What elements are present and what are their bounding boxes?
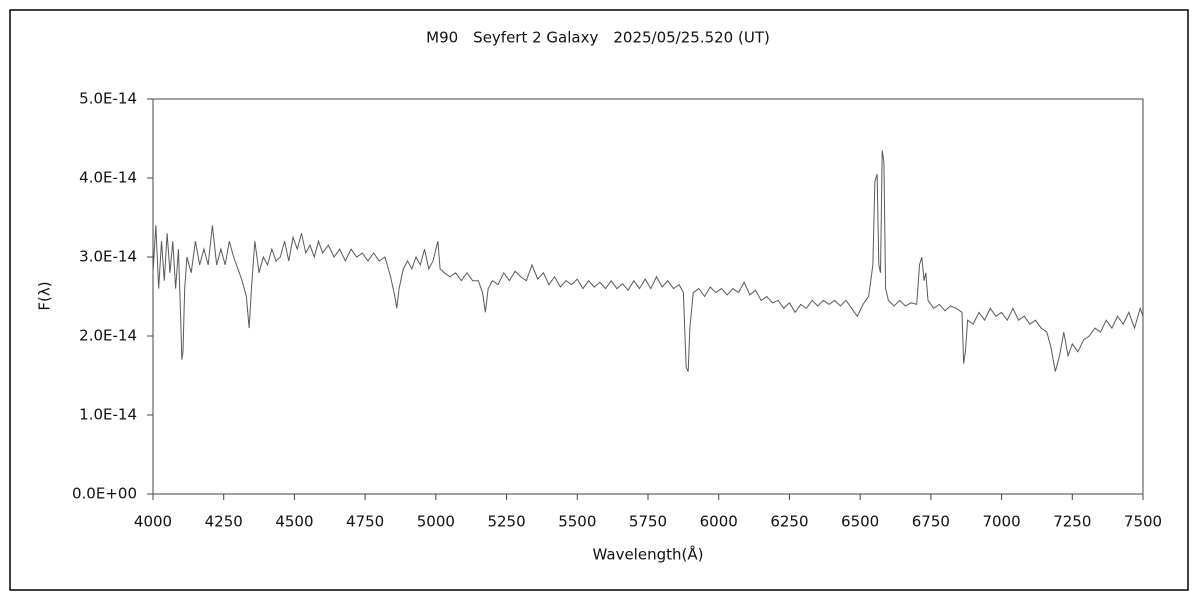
x-tick-label: 5250 — [487, 513, 525, 531]
x-tick-label: 7500 — [1124, 513, 1162, 531]
y-tick-label: 4.0E-14 — [79, 169, 137, 187]
x-tick-label: 6250 — [770, 513, 808, 531]
x-tick-label: 4250 — [205, 513, 243, 531]
x-tick-label: 4000 — [134, 513, 172, 531]
y-tick-label: 2.0E-14 — [79, 327, 137, 345]
y-tick-label: 0.0E+00 — [72, 485, 137, 503]
y-tick-label: 5.0E-14 — [79, 90, 137, 108]
x-axis-label: Wavelength(Å) — [593, 545, 704, 564]
y-tick-label: 3.0E-14 — [79, 248, 137, 266]
chart-title: M90 Seyfert 2 Galaxy 2025/05/25.520 (UT) — [426, 29, 770, 47]
x-tick-label: 7000 — [982, 513, 1020, 531]
spectrum-line — [152, 150, 1144, 372]
y-tick-label: 1.0E-14 — [79, 406, 137, 424]
chart-frame — [9, 9, 1189, 591]
y-axis-label: F(λ) — [36, 281, 54, 310]
x-tick-label: 4750 — [346, 513, 384, 531]
x-tick-label: 5500 — [558, 513, 596, 531]
x-tick-label: 5000 — [417, 513, 455, 531]
x-tick-label: 7250 — [1053, 513, 1091, 531]
x-tick-label: 6500 — [841, 513, 879, 531]
x-tick-label: 5750 — [629, 513, 667, 531]
x-tick-label: 4500 — [275, 513, 313, 531]
x-tick-label: 6000 — [700, 513, 738, 531]
x-tick-label: 6750 — [912, 513, 950, 531]
